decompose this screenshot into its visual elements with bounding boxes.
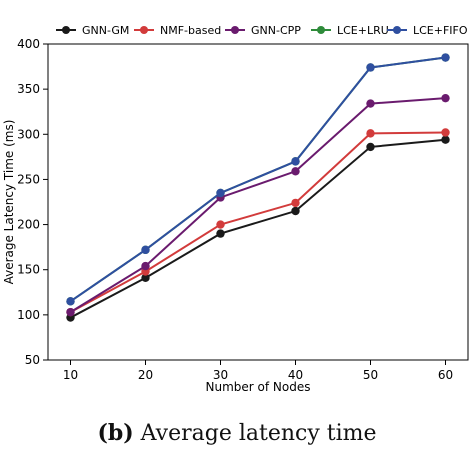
series-layer <box>66 53 450 322</box>
x-tick-label: 30 <box>213 368 228 382</box>
series-line-gnn-cpp <box>69 97 446 314</box>
legend-marker <box>231 26 239 34</box>
data-point-lce-fifo <box>141 245 150 255</box>
legend-marker <box>317 26 325 34</box>
series-lce-fifo <box>66 53 450 306</box>
caption-text: Average latency time <box>140 421 377 446</box>
data-point-gnn-gm <box>141 273 150 283</box>
data-point-gnn-cpp <box>141 261 150 271</box>
data-point-gnn-gm <box>441 135 450 144</box>
line-chart: 50 100 150 200 250 300 350 400 10 20 30 40 50 60 Num… <box>2 24 469 394</box>
y-tick-label: 400 <box>17 37 40 51</box>
data-point-gnn-cpp <box>291 167 300 176</box>
y-axis-ticks: 50 100 150 200 250 300 350 400 <box>17 37 48 367</box>
series-line-lce-fifo <box>69 56 446 303</box>
data-point-gnn-cpp <box>441 93 450 103</box>
data-point-lce-fifo <box>216 188 225 198</box>
legend-label: LCE+LRU <box>337 24 389 37</box>
y-tick-label: 200 <box>17 218 40 232</box>
caption-prefix: (b) <box>97 420 134 446</box>
plot-frame <box>47 43 469 361</box>
data-point-nmf-based <box>441 128 450 137</box>
legend-label: GNN-GM <box>82 24 129 37</box>
y-tick-label: 100 <box>17 308 40 322</box>
x-axis-ticks: 10 20 30 40 50 60 <box>63 360 453 382</box>
legend-marker <box>140 26 148 34</box>
x-tick-label: 10 <box>63 368 78 382</box>
x-tick-label: 50 <box>363 368 378 382</box>
data-point-nmf-based <box>216 220 225 229</box>
x-axis-title: Number of Nodes <box>206 380 311 394</box>
data-point-lce-fifo <box>66 297 75 306</box>
x-tick-label: 40 <box>288 368 303 382</box>
data-point-lce-fifo <box>441 53 450 62</box>
data-point-lce-fifo <box>291 157 300 166</box>
x-tick-label: 20 <box>138 368 153 382</box>
data-point-gnn-cpp <box>366 99 375 108</box>
figure-caption: (b) Average latency time <box>0 420 474 446</box>
series-line-lce-lru <box>69 56 446 303</box>
plot-area <box>47 43 469 361</box>
data-point-gnn-gm <box>366 142 375 152</box>
series-gnn-gm <box>66 135 450 322</box>
series-line-nmf-based <box>70 131 446 314</box>
y-tick-label: 350 <box>17 82 40 96</box>
series-lce-lru <box>66 53 450 306</box>
legend: GNN-GM NMF-based GNN-CPP LCE+LRU LCE+FIFO <box>56 24 468 37</box>
data-point-gnn-gm <box>291 206 300 216</box>
y-tick-label: 150 <box>17 263 40 277</box>
data-point-nmf-based <box>366 129 375 138</box>
y-tick-label: 250 <box>17 172 40 186</box>
data-point-lce-fifo <box>366 63 375 72</box>
data-point-gnn-gm <box>216 229 225 238</box>
y-tick-label: 300 <box>17 127 40 141</box>
x-tick-label: 60 <box>438 368 453 382</box>
legend-marker <box>62 26 70 34</box>
legend-label: NMF-based <box>160 24 221 37</box>
y-tick-label: 50 <box>25 353 40 367</box>
series-line-gnn-gm <box>70 138 446 319</box>
y-axis-title: Average Latency Time (ms) <box>2 120 16 285</box>
legend-label: GNN-CPP <box>251 24 301 37</box>
data-point-nmf-based <box>291 198 300 208</box>
data-point-gnn-cpp <box>66 307 75 317</box>
legend-label: LCE+FIFO <box>413 24 468 37</box>
legend-marker <box>393 26 401 34</box>
